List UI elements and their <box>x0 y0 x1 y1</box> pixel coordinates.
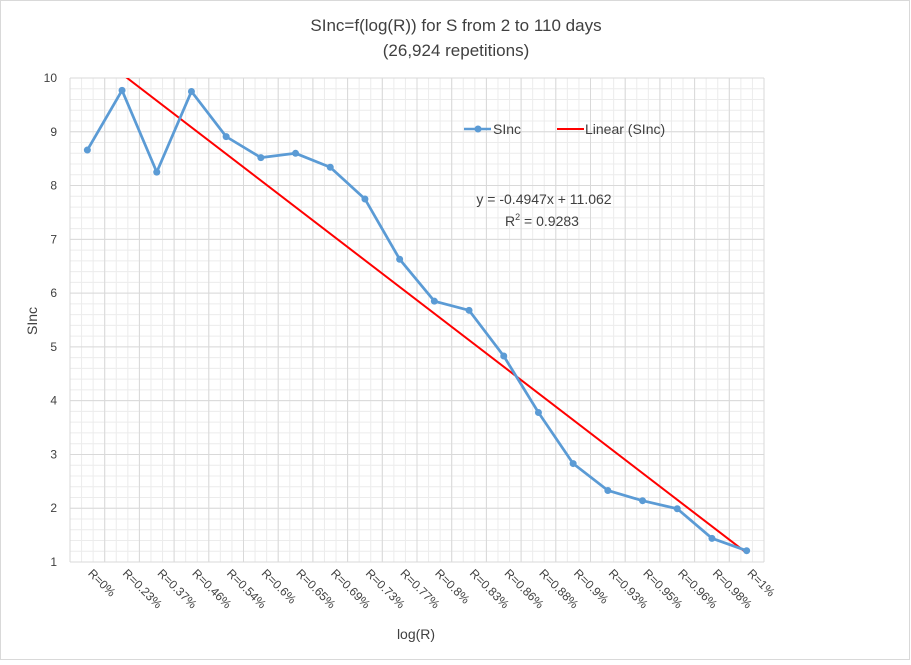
trendline-equation: y = -0.4947x + 11.062 <box>476 191 611 207</box>
legend-sinc-label: SInc <box>493 121 521 137</box>
chart-title-line2: (26,924 repetitions) <box>383 41 529 60</box>
r2-superscript: 2 <box>515 212 520 222</box>
r2-prefix: R <box>505 213 515 229</box>
data-point <box>326 163 334 171</box>
y-tick-label: 9 <box>50 125 57 139</box>
y-tick-label: 6 <box>50 286 57 300</box>
y-tick-label: 8 <box>50 179 57 193</box>
series-line-sinc <box>86 88 748 553</box>
data-point <box>569 460 577 468</box>
data-point <box>396 255 404 263</box>
data-point <box>500 352 508 360</box>
data-point <box>604 486 612 494</box>
data-point <box>292 149 300 157</box>
data-point <box>534 408 542 416</box>
y-axis-label: SInc <box>24 307 40 335</box>
data-point <box>153 168 161 176</box>
data-point <box>465 306 473 314</box>
trendline-layer <box>125 78 748 554</box>
series-layer <box>83 86 751 555</box>
legend-trend-label: Linear (SInc) <box>585 121 665 137</box>
y-tick-label: 4 <box>50 394 57 408</box>
data-point <box>430 297 438 305</box>
data-point <box>222 133 230 141</box>
x-axis-label: log(R) <box>397 626 435 642</box>
data-point <box>708 534 716 542</box>
y-axis-tick-labels: 1 2 3 4 5 6 7 8 9 10 <box>44 71 58 569</box>
data-point <box>257 154 265 162</box>
legend: SInc Linear (SInc) <box>464 121 665 137</box>
data-point <box>118 86 126 94</box>
y-tick-label: 3 <box>50 447 57 461</box>
x-tick-label: R=0% <box>85 566 118 599</box>
trendline-r-squared: R2 = 0.9283 <box>505 212 579 229</box>
major-gridlines <box>69 77 765 563</box>
chart-title-line1: SInc=f(log(R)) for S from 2 to 110 days <box>310 16 601 35</box>
data-point <box>743 547 751 555</box>
y-tick-label: 7 <box>50 232 57 246</box>
y-tick-label: 5 <box>50 340 57 354</box>
r2-value: = 0.9283 <box>520 213 579 229</box>
data-point <box>673 505 681 513</box>
data-point <box>361 195 369 203</box>
data-point <box>83 146 91 154</box>
x-axis-tick-labels: R=0% R=0.23%R=0.37%R=0.46%R=0.54%R=0.6%R=… <box>85 566 778 611</box>
data-point <box>639 497 647 505</box>
y-tick-label: 2 <box>50 501 57 515</box>
y-tick-label: 1 <box>50 555 57 569</box>
legend-sinc-marker <box>474 125 482 133</box>
y-tick-label: 10 <box>44 71 58 85</box>
trendline-linear-sinc <box>125 78 748 554</box>
data-point <box>187 87 195 95</box>
